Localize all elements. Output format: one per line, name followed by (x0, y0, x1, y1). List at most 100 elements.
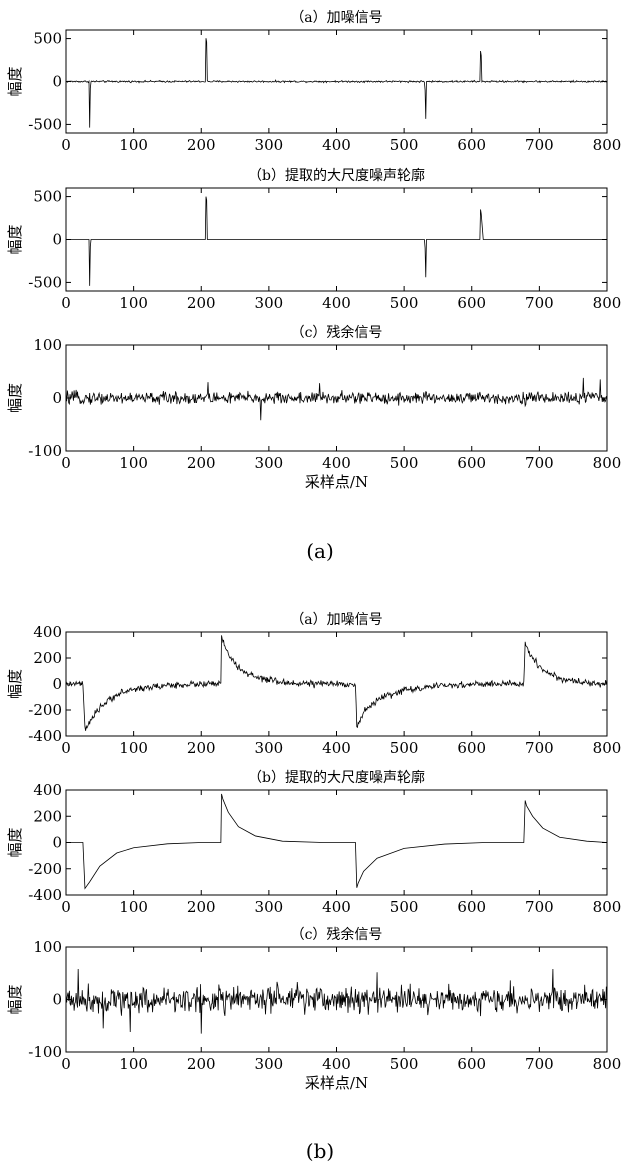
x-tick-label: 800 (593, 1055, 622, 1073)
x-tick-label: 100 (119, 136, 148, 154)
x-tick-label: 400 (322, 739, 351, 757)
x-tick-label: 0 (61, 294, 71, 312)
chart-title: （c）残余信号 (291, 324, 383, 341)
x-tick-label: 200 (187, 454, 216, 472)
x-tick-label: 400 (322, 1055, 351, 1073)
chart-title: （b）提取的大尺度噪声轮廓 (248, 167, 425, 184)
x-tick-label: 200 (187, 739, 216, 757)
y-tick-label: 400 (33, 623, 62, 641)
x-tick-label: 100 (119, 454, 148, 472)
y-axis-label: 幅度 (6, 984, 24, 1014)
y-axis-label: 幅度 (6, 383, 24, 413)
x-tick-label: 100 (119, 739, 148, 757)
y-tick-label: -400 (28, 886, 62, 904)
y-tick-label: 0 (52, 991, 62, 1009)
chart-title: （a）加噪信号 (290, 10, 382, 26)
chart-panel-4: （a）加噪信号幅度 0 100 200 300 400 500 600 700 800 -400 -2… (6, 612, 621, 757)
x-tick-label: 700 (525, 898, 554, 916)
y-tick-label: -200 (28, 701, 62, 719)
x-tick-label: 200 (187, 1055, 216, 1073)
series-line (66, 38, 607, 127)
x-tick-label: 600 (457, 739, 486, 757)
chart-panel-5: （b）提取的大尺度噪声轮廓幅度0100200300400500600700800… (6, 769, 621, 916)
x-tick-label: 800 (593, 294, 622, 312)
caption-a: (a) (306, 539, 334, 563)
x-tick-label: 0 (61, 1055, 71, 1073)
y-tick-label: 100 (33, 336, 62, 354)
y-axis-label: 幅度 (6, 827, 24, 857)
chart-panel-1: （a）加噪信号幅度0100200300400500600700800-50005… (6, 10, 621, 154)
x-tick-label: 500 (390, 136, 419, 154)
caption-b: (b) (306, 1139, 334, 1163)
y-tick-label: -100 (28, 1043, 62, 1061)
x-axis-label: 采样点/N (305, 473, 368, 491)
series-line (66, 794, 607, 889)
y-tick-label: 100 (33, 938, 62, 956)
x-tick-label: 500 (390, 739, 419, 757)
chart-panel-2: （b）提取的大尺度噪声轮廓幅度 0 100 200 300 400 500 600 700 800… (6, 167, 621, 312)
x-tick-label: 200 (187, 294, 216, 312)
x-tick-label: 0 (61, 898, 71, 916)
series-line (66, 969, 607, 1034)
x-tick-label: 300 (255, 898, 284, 916)
x-tick-label: 300 (255, 1055, 284, 1073)
y-axis-label: 幅度 (6, 224, 24, 254)
chart-title: （b）提取的大尺度噪声轮廓 (248, 769, 425, 786)
y-tick-label: 0 (52, 389, 62, 407)
x-tick-label: 400 (322, 898, 351, 916)
x-tick-label: 600 (457, 454, 486, 472)
x-tick-label: 500 (390, 294, 419, 312)
x-axis-label: 采样点/N (305, 1074, 368, 1092)
x-tick-label: 400 (322, 136, 351, 154)
y-axis-label: 幅度 (6, 66, 24, 96)
x-tick-label: 700 (525, 1055, 554, 1073)
x-tick-label: 300 (255, 136, 284, 154)
series-line (66, 378, 607, 420)
series-line (66, 635, 607, 731)
x-tick-label: 200 (187, 898, 216, 916)
x-tick-label: 800 (593, 739, 622, 757)
x-tick-label: 700 (525, 454, 554, 472)
series-line (66, 197, 607, 286)
x-tick-label: 100 (119, 898, 148, 916)
plot-frame (66, 345, 607, 451)
y-tick-label: 0 (52, 675, 62, 693)
x-tick-label: 300 (255, 739, 284, 757)
y-tick-label: 200 (33, 649, 62, 667)
x-tick-label: 600 (457, 898, 486, 916)
x-tick-label: 400 (322, 294, 351, 312)
x-tick-label: 800 (593, 454, 622, 472)
x-tick-label: 600 (457, 136, 486, 154)
x-tick-label: 600 (457, 294, 486, 312)
chart-title: （a）加噪信号 (290, 612, 382, 628)
chart-title: （c）残余信号 (291, 926, 383, 943)
chart-panel-6: （c）残余信号幅度0100200300400500600700800-10001… (6, 926, 621, 1092)
x-tick-label: 500 (390, 1055, 419, 1073)
x-tick-label: 600 (457, 1055, 486, 1073)
x-tick-label: 800 (593, 136, 622, 154)
y-tick-label: 500 (33, 30, 62, 48)
y-tick-label: 400 (33, 781, 62, 799)
y-tick-label: 0 (52, 834, 62, 852)
y-tick-label: -500 (28, 273, 62, 291)
x-tick-label: 700 (525, 739, 554, 757)
x-tick-label: 0 (61, 454, 71, 472)
y-tick-label: -200 (28, 860, 62, 878)
x-tick-label: 700 (525, 294, 554, 312)
x-tick-label: 200 (187, 136, 216, 154)
x-tick-label: 300 (255, 454, 284, 472)
chart-panel-3: （c）残余信号幅度0100200300400500600700800-10001… (6, 324, 621, 491)
y-axis-label: 幅度 (6, 669, 24, 699)
x-tick-label: 700 (525, 136, 554, 154)
y-tick-label: -100 (28, 442, 62, 460)
y-tick-label: -400 (28, 727, 62, 745)
x-tick-label: 400 (322, 454, 351, 472)
y-tick-label: -500 (28, 115, 62, 133)
x-tick-label: 300 (255, 294, 284, 312)
y-tick-label: 0 (52, 231, 62, 249)
x-tick-label: 500 (390, 454, 419, 472)
x-tick-label: 800 (593, 898, 622, 916)
y-tick-label: 500 (33, 188, 62, 206)
x-tick-label: 100 (119, 294, 148, 312)
